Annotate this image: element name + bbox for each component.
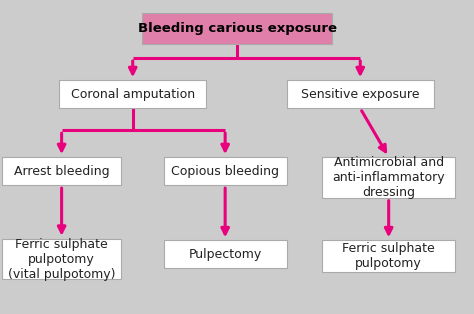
FancyBboxPatch shape: [142, 13, 332, 44]
FancyBboxPatch shape: [2, 157, 121, 185]
Text: Bleeding carious exposure: Bleeding carious exposure: [137, 22, 337, 35]
FancyBboxPatch shape: [164, 240, 287, 268]
Text: Coronal amputation: Coronal amputation: [71, 88, 195, 101]
FancyBboxPatch shape: [2, 239, 121, 279]
Text: Ferric sulphate
pulpotomy
(vital pulpotomy): Ferric sulphate pulpotomy (vital pulpoto…: [8, 238, 115, 280]
Text: Arrest bleeding: Arrest bleeding: [14, 165, 109, 178]
Text: Antimicrobial and
anti-inflammatory
dressing: Antimicrobial and anti-inflammatory dres…: [332, 156, 445, 199]
Text: Pulpectomy: Pulpectomy: [189, 248, 262, 261]
Text: Sensitive exposure: Sensitive exposure: [301, 88, 419, 101]
Text: Copious bleeding: Copious bleeding: [171, 165, 279, 178]
FancyBboxPatch shape: [322, 157, 455, 198]
Text: Ferric sulphate
pulpotomy: Ferric sulphate pulpotomy: [342, 242, 435, 270]
FancyBboxPatch shape: [322, 240, 455, 272]
FancyBboxPatch shape: [287, 80, 434, 108]
FancyBboxPatch shape: [164, 157, 287, 185]
FancyBboxPatch shape: [59, 80, 206, 108]
